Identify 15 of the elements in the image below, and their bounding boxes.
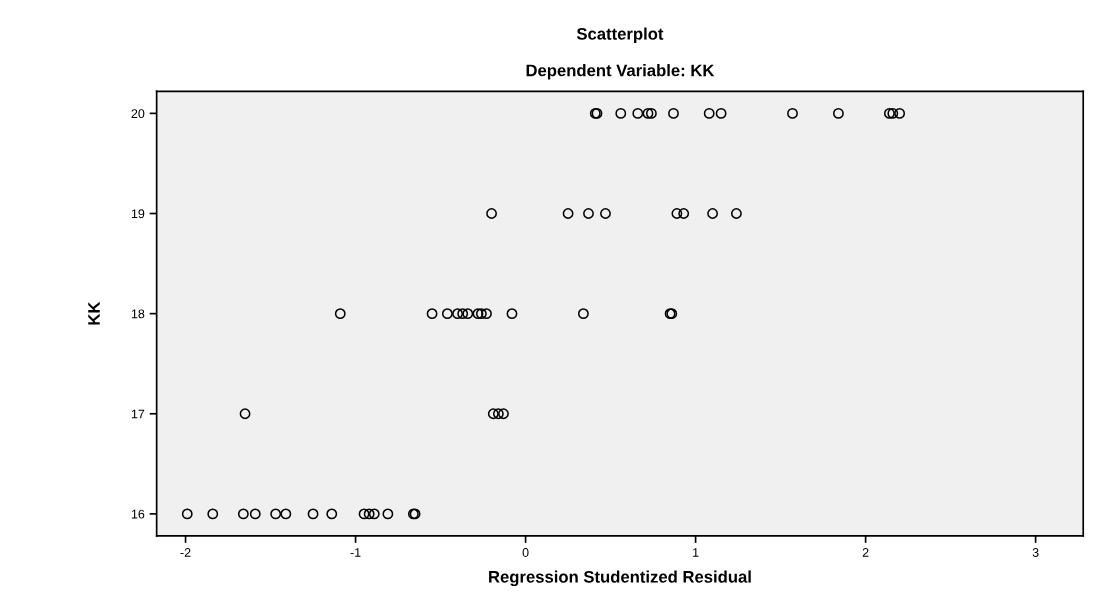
y-tick-label: 16 bbox=[131, 509, 145, 519]
x-tick-label: 1 bbox=[693, 548, 699, 557]
x-tick-label: -1 bbox=[350, 548, 361, 557]
x-tick-label: -2 bbox=[180, 548, 191, 557]
x-axis-title: Regression Studentized Residual bbox=[489, 570, 751, 587]
x-tick-label: 3 bbox=[1032, 548, 1039, 557]
y-tick-label: 19 bbox=[131, 209, 145, 219]
x-tick-label: 2 bbox=[862, 548, 869, 557]
y-tick-label: 18 bbox=[131, 309, 145, 319]
chart-title: Scatterplot bbox=[576, 27, 664, 44]
chart-subtitle: Dependent Variable: KK bbox=[526, 64, 715, 80]
y-tick-label: 17 bbox=[131, 409, 145, 419]
x-tick-label: 0 bbox=[522, 548, 529, 557]
y-axis-title: KK bbox=[88, 301, 100, 325]
y-tick-label: 20 bbox=[131, 109, 145, 119]
